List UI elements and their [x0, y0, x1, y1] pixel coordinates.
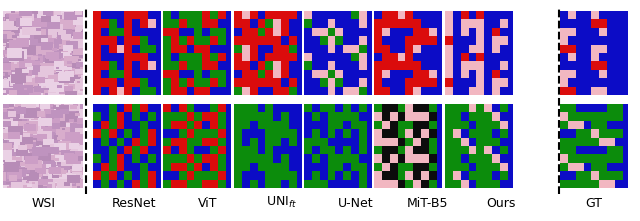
Text: ResNet: ResNet	[112, 197, 157, 210]
Text: U-Net: U-Net	[337, 197, 373, 210]
Text: Ours: Ours	[486, 197, 516, 210]
Text: WSI: WSI	[31, 197, 56, 210]
Text: ViT: ViT	[198, 197, 218, 210]
Text: GT: GT	[586, 197, 602, 210]
Text: MiT-B5: MiT-B5	[407, 197, 448, 210]
Text: UNI$_{ft}$: UNI$_{ft}$	[266, 195, 297, 210]
